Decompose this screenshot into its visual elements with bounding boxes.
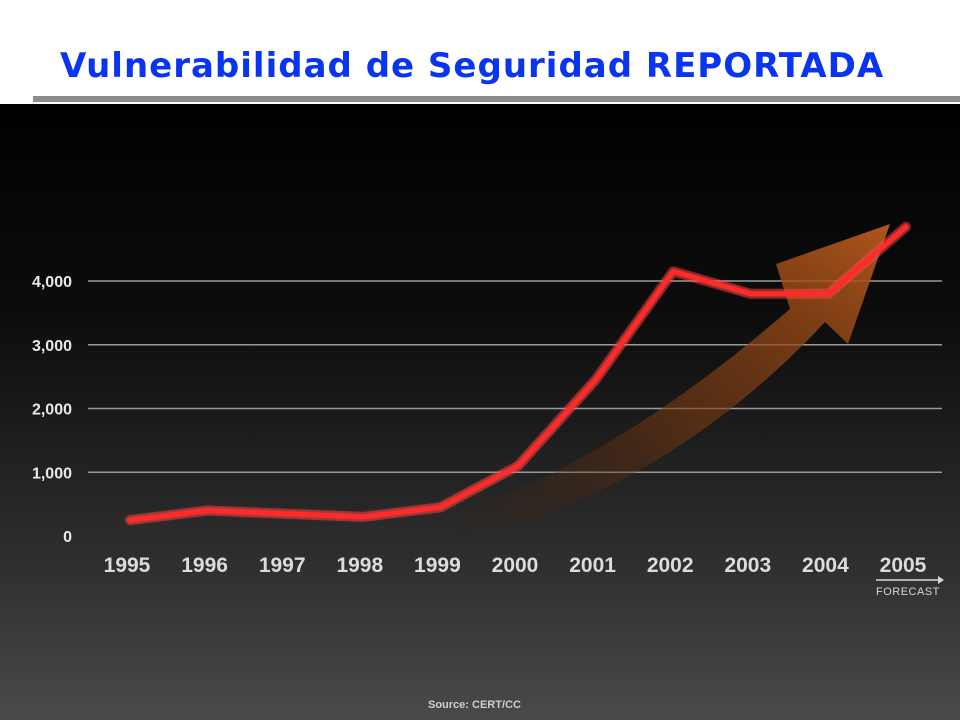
data-point [282, 511, 288, 517]
x-tick-label: 2005 [880, 554, 927, 577]
title-underline [33, 96, 960, 102]
x-tick-label: 2000 [492, 554, 539, 577]
data-point [825, 291, 831, 297]
y-tick-label: 1,000 [32, 465, 72, 482]
y-tick-label: 2,000 [32, 402, 72, 419]
y-tick-label: 0 [63, 529, 72, 546]
forecast-label: FORECAST [876, 586, 940, 598]
y-tick-label: 3,000 [32, 338, 72, 355]
chart-background [0, 104, 960, 720]
x-tick-label: 1996 [181, 554, 228, 577]
data-point [360, 514, 366, 520]
data-point [515, 463, 521, 469]
source-note: Source: CERT/CC [428, 699, 521, 711]
data-point [593, 377, 599, 383]
y-tick-label: 4,000 [32, 274, 72, 291]
x-tick-label: 2002 [647, 554, 694, 577]
page-title: Vulnerabilidad de Seguridad REPORTADA [60, 46, 885, 86]
data-point [903, 224, 909, 230]
x-tick-label: 1998 [336, 554, 383, 577]
line-chart: 0 1,000 2,000 3,000 4,000 1995 1996 1997 1998 19… [32, 221, 944, 711]
data-point [437, 504, 443, 510]
x-tick-label: 1995 [104, 554, 151, 577]
x-tick-label: 2004 [802, 554, 849, 577]
data-point [205, 508, 211, 513]
x-tick-label: 2003 [724, 554, 771, 577]
data-point [127, 517, 133, 523]
trend-arrow [430, 224, 890, 536]
x-tick-label: 1999 [414, 554, 461, 577]
data-point [670, 268, 676, 274]
forecast-arrow-head [938, 576, 944, 584]
x-tick-label: 2001 [569, 554, 616, 577]
x-tick-label: 1997 [259, 554, 306, 577]
data-point [748, 291, 754, 297]
